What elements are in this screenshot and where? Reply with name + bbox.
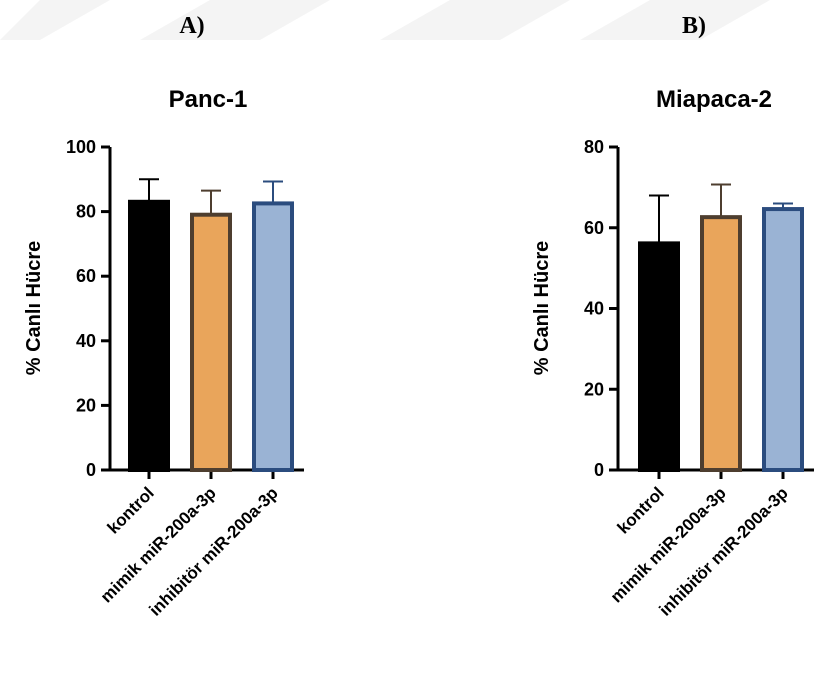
- y-axis-label: % Canlı Hücre: [23, 241, 45, 375]
- bar: [128, 199, 170, 472]
- chart-title: Miapaca-2: [656, 86, 772, 113]
- y-tick-label: 60: [76, 266, 96, 286]
- x-tick-label: inhibitör miR-200a-3p: [145, 483, 281, 619]
- bar: [252, 201, 294, 472]
- y-tick-label: 20: [584, 379, 604, 399]
- chart-panc1: Panc-1 % Canlı Hücre 0 20 40 60 80 100 kontrol…: [23, 86, 304, 620]
- bars: [638, 183, 804, 472]
- bar: [190, 212, 232, 472]
- y-tick-label: 0: [86, 460, 96, 480]
- x-tick-label: inhibitör miR-200a-3p: [655, 483, 791, 619]
- chart-title: Panc-1: [169, 86, 248, 113]
- y-axis-label: % Canlı Hücre: [531, 241, 553, 375]
- bars: [128, 178, 294, 472]
- panel-label-a: A): [179, 13, 204, 39]
- y-tick-label: 40: [584, 299, 604, 319]
- y-tick-label: 0: [594, 460, 604, 480]
- x-tick-label: kontrol: [104, 483, 158, 537]
- x-tick-label: mimik miR-200a-3p: [97, 483, 220, 606]
- bar: [762, 207, 804, 472]
- y-tick-label: 60: [584, 218, 604, 238]
- y-tick-label: 80: [76, 202, 96, 222]
- bar: [700, 215, 742, 472]
- chart-miapaca2: Miapaca-2 % Canlı Hücre 0 20 40 60 80 kontrol…: [531, 86, 814, 620]
- y-tick-label: 80: [584, 137, 604, 157]
- watermark-stripes: [0, 0, 770, 40]
- bar: [638, 241, 680, 472]
- x-tick-label: kontrol: [614, 483, 668, 537]
- y-tick-label: 40: [76, 331, 96, 351]
- panel-label-b: B): [682, 13, 706, 39]
- x-tick-label: mimik miR-200a-3p: [607, 483, 730, 606]
- y-tick-label: 100: [66, 137, 96, 157]
- y-tick-label: 20: [76, 395, 96, 415]
